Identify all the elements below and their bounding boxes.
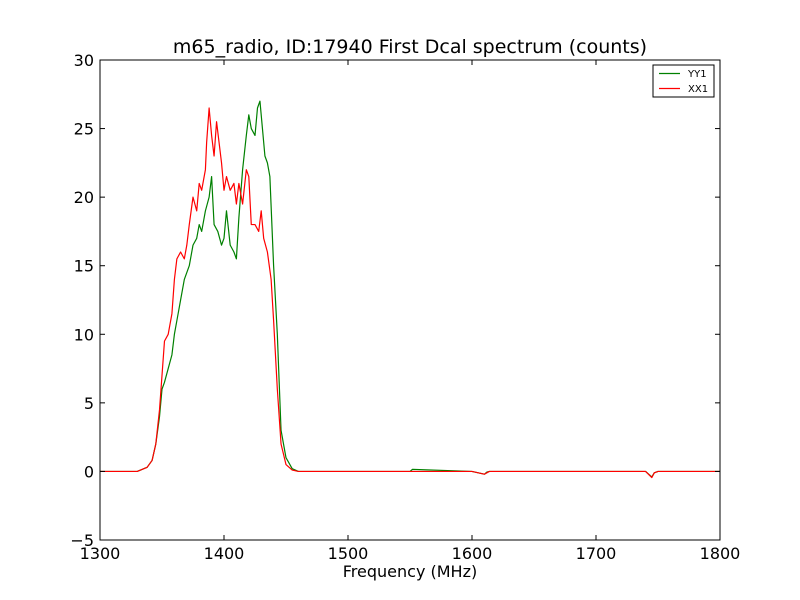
x-tick-label: 1600 (452, 544, 493, 563)
legend-label-xx1: XX1 (688, 84, 708, 95)
legend: YY1 XX1 (652, 64, 715, 98)
legend-label-yy1: YY1 (687, 69, 707, 80)
chart-title: m65_radio, ID:17940 First Dcal spectrum … (173, 36, 647, 58)
y-tick-label: 10 (74, 325, 94, 344)
x-tick-label: 1800 (700, 544, 741, 563)
series-line-xx1 (100, 107, 720, 479)
y-tick-label: −5 (70, 531, 94, 550)
x-tick-label: 1500 (328, 544, 369, 563)
legend-box (652, 64, 715, 98)
plot-area-frame (99, 59, 721, 541)
x-tick-label: 1400 (204, 544, 245, 563)
y-tick-label: 30 (74, 51, 94, 70)
x-axis-title: Frequency (MHz) (343, 562, 477, 581)
y-tick-label: 20 (74, 188, 94, 207)
y-tick-label: 15 (74, 257, 94, 276)
series-layer (100, 100, 720, 479)
y-tick-label: 0 (84, 462, 94, 481)
y-tick-label: 5 (84, 394, 94, 413)
y-tick-label: 25 (74, 120, 94, 139)
ticks-layer: 1300 1400 1500 1600 1700 1800 −5 0 5 10 15 20 25 30 (70, 51, 740, 563)
axes-layer (99, 59, 721, 541)
x-tick-label: 1700 (576, 544, 617, 563)
x-tick-label: 1300 (80, 544, 121, 563)
